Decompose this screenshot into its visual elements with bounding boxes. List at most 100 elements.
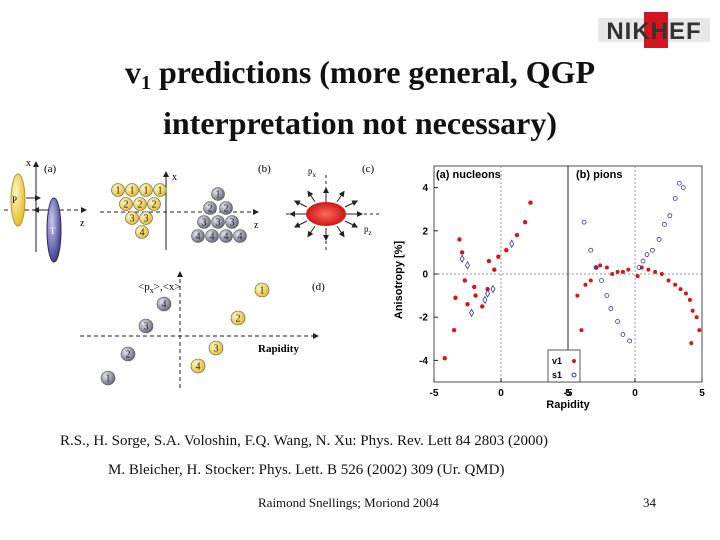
- data-point-s1: [608, 306, 614, 311]
- axis-z-label-b: z: [254, 220, 259, 231]
- data-point-v1: [694, 315, 699, 320]
- data-point-s1: [662, 221, 667, 227]
- data-point-s1: [465, 261, 470, 270]
- legend-v1-marker: [572, 359, 576, 363]
- yellow-rapidity-point: [208, 340, 224, 356]
- gray-nucleon-label: 4: [224, 232, 229, 243]
- yellow-nucleon-label: 3: [130, 214, 135, 225]
- data-point-v1: [465, 302, 470, 307]
- nikhef-logo: NIKHEF: [598, 12, 710, 48]
- logo-letters: NIKHEF: [606, 18, 701, 45]
- data-point-v1: [678, 287, 683, 292]
- data-point-v1: [604, 265, 609, 270]
- gray-nucleon: [211, 215, 225, 229]
- data-point-v1: [626, 267, 631, 272]
- data-point-v1: [588, 278, 593, 283]
- target-label: T: [50, 226, 56, 236]
- gray-nucleon-label: 1: [216, 190, 221, 201]
- gray-nucleon-label: 3: [216, 218, 221, 229]
- gray-nucleon-label: 3: [202, 218, 207, 229]
- panel-pions-label: (b) pions: [576, 169, 622, 181]
- reference-1: R.S., H. Sorge, S.A. Voloshin, F.Q. Wang…: [60, 433, 549, 449]
- footer-author: Raimond Snellings; Moriond 2004: [258, 495, 439, 510]
- gray-nucleon: [211, 187, 225, 201]
- data-point-s1: [627, 338, 633, 344]
- panel-c-label: (c): [362, 163, 375, 175]
- yellow-nucleon-label: 2: [138, 200, 143, 211]
- data-point-v1: [579, 328, 584, 333]
- x-tick-label: 5: [699, 388, 705, 399]
- x-axis-label: Rapidity: [546, 399, 590, 411]
- data-point-v1: [496, 254, 501, 259]
- yellow-nucleon-label: 2: [124, 200, 129, 211]
- data-point-s1: [581, 219, 587, 225]
- collision-schematic: (a) x z P T (b) x z 1 1 1 12 2 23 34 12 23 3 34 4 4…: [4, 158, 380, 388]
- data-point-v1: [486, 258, 492, 264]
- emission-arrow: [344, 220, 359, 228]
- x-tick-label: 0: [498, 388, 504, 399]
- data-point-v1: [462, 278, 468, 283]
- d-xlabel: Rapidity: [258, 343, 299, 355]
- gray-rapidity-point-label: 3: [144, 322, 149, 333]
- data-point-v1: [492, 267, 497, 272]
- data-point-v1: [453, 295, 458, 300]
- gray-rapidity-point: [100, 370, 116, 386]
- data-point-v1: [635, 274, 640, 279]
- gray-rapidity-point-label: 4: [162, 300, 167, 311]
- fireball: [306, 202, 346, 226]
- data-point-v1: [522, 219, 528, 225]
- data-point-v1: [457, 237, 462, 242]
- axis-x-label-b: x: [172, 172, 177, 183]
- data-point-v1: [459, 250, 465, 255]
- panel-d-label: (d): [312, 281, 325, 293]
- panel-b-label: (b): [258, 163, 271, 175]
- gray-nucleon: [205, 229, 219, 243]
- data-point-v1: [583, 282, 588, 287]
- page-number: 34: [643, 495, 656, 510]
- emission-arrow: [293, 220, 308, 228]
- data-point-s1: [599, 278, 604, 283]
- yellow-rapidity-point-label: 4: [196, 362, 201, 373]
- data-point-s1: [672, 196, 678, 201]
- gray-rapidity-point: [120, 346, 136, 362]
- gray-nucleon-label: 4: [196, 232, 201, 243]
- legend-s1: s1: [552, 370, 562, 380]
- data-point-v1: [473, 293, 478, 298]
- emission-arrow: [293, 200, 308, 208]
- gray-rapidity-point: [138, 318, 154, 334]
- gray-nucleon: [203, 201, 217, 215]
- plot-legend: v1 s1: [547, 349, 581, 383]
- data-point-s1: [593, 265, 599, 270]
- yellow-nucleon: [147, 197, 161, 211]
- yellow-nucleon-label: 3: [144, 214, 149, 225]
- yellow-rapidity-point-label: 2: [236, 314, 241, 325]
- d-ylabel: <px>,<x>: [138, 281, 181, 295]
- yellow-nucleon: [153, 183, 167, 197]
- y-tick-label: 2: [422, 226, 428, 237]
- data-point-v1: [442, 356, 447, 361]
- data-point-v1: [689, 341, 694, 346]
- data-point-s1: [482, 295, 488, 305]
- yellow-rapidity-point: [190, 358, 206, 374]
- emission-arrow: [307, 190, 316, 203]
- data-point-v1: [514, 232, 520, 238]
- data-point-v1: [472, 284, 477, 290]
- data-point-s1: [620, 332, 626, 337]
- yellow-rapidity-point-label: 3: [214, 344, 219, 355]
- data-point-v1: [485, 286, 490, 292]
- gray-rapidity-point-label: 2: [126, 350, 131, 361]
- y-tick-label: -4: [419, 356, 428, 367]
- data-point-v1: [683, 291, 688, 296]
- data-point-v1: [646, 267, 651, 272]
- yellow-nucleon-label: 1: [158, 186, 163, 197]
- x-tick-label: 5: [565, 388, 571, 399]
- data-point-s1: [656, 237, 662, 242]
- data-point-v1: [610, 272, 615, 276]
- data-point-s1: [469, 308, 474, 318]
- data-point-v1: [690, 308, 695, 313]
- data-point-v1: [697, 328, 702, 333]
- logo-k-block: [644, 12, 668, 48]
- gray-nucleon: [225, 215, 239, 229]
- yellow-rapidity-point: [230, 310, 246, 326]
- yellow-nucleon: [135, 225, 149, 239]
